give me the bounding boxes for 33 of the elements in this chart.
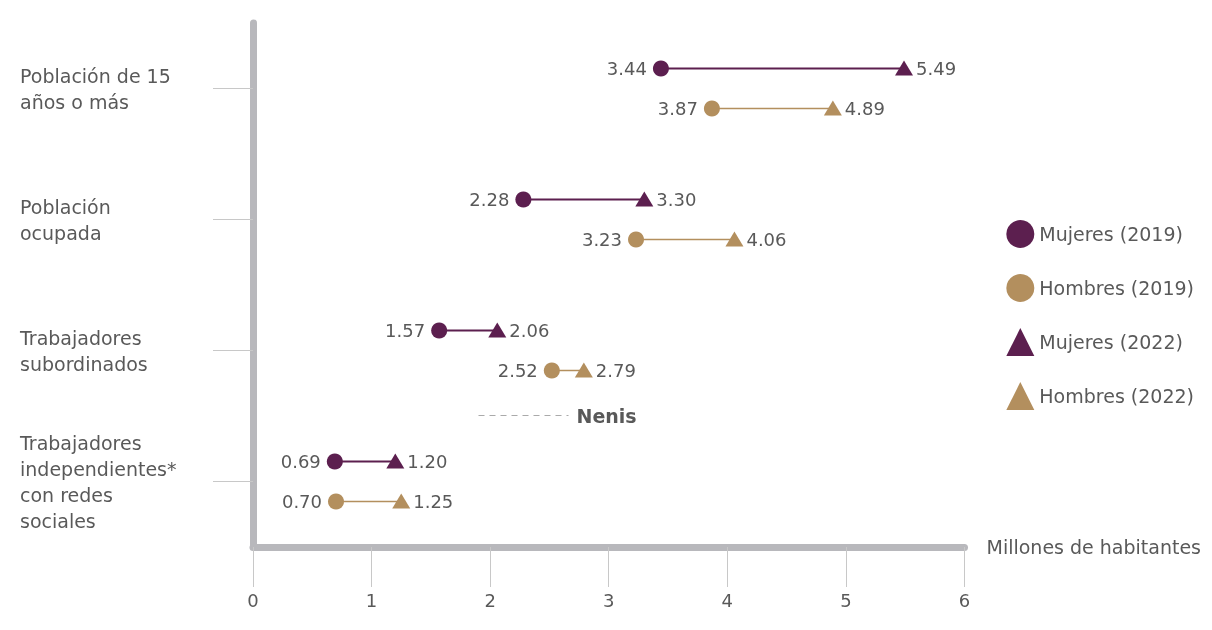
data-label: 2.06 xyxy=(509,320,550,341)
y-tick-label: Trabajadores independientes* con redes sociales xyxy=(19,431,183,532)
y-tick-label: Trabajadores subordinados xyxy=(19,326,148,375)
y-tick-label: Población de 15 años o más xyxy=(20,64,177,113)
data-label: 4.06 xyxy=(746,229,787,250)
legend-label: Hombres (2019) xyxy=(1039,277,1195,299)
data-label: 3.87 xyxy=(657,98,698,119)
x-tick-label: 1 xyxy=(365,589,378,611)
x-axis-title: Millones de habitantes xyxy=(986,536,1201,558)
legend-label: Mujeres (2022) xyxy=(1039,331,1183,353)
x-tick-label: 6 xyxy=(958,589,971,611)
data-label: 2.79 xyxy=(595,360,636,381)
data-label: 1.57 xyxy=(385,320,426,341)
data-label: 0.70 xyxy=(281,491,323,512)
data-label: 2.52 xyxy=(497,360,538,381)
data-label: 2.28 xyxy=(469,189,510,210)
legend-label: Mujeres (2019) xyxy=(1039,223,1183,245)
data-label: 3.23 xyxy=(581,229,623,250)
data-label: 5.49 xyxy=(916,58,957,79)
legend-label: Hombres (2022) xyxy=(1039,385,1195,407)
data-label: 3.44 xyxy=(606,58,647,79)
annotation: Nenis xyxy=(576,404,637,427)
x-tick-label: 5 xyxy=(840,589,852,611)
x-tick-label: 4 xyxy=(721,589,734,611)
data-label: 3.30 xyxy=(656,189,697,210)
x-tick-label: 2 xyxy=(484,589,496,611)
data-label: 4.89 xyxy=(844,98,885,119)
data-label: 1.20 xyxy=(407,451,448,472)
data-label: 1.25 xyxy=(413,491,454,512)
x-tick-label: 0 xyxy=(247,589,259,611)
data-label: 0.69 xyxy=(280,451,321,472)
y-tick-label: Población ocupada xyxy=(20,195,117,244)
x-tick-label: 3 xyxy=(603,589,615,611)
